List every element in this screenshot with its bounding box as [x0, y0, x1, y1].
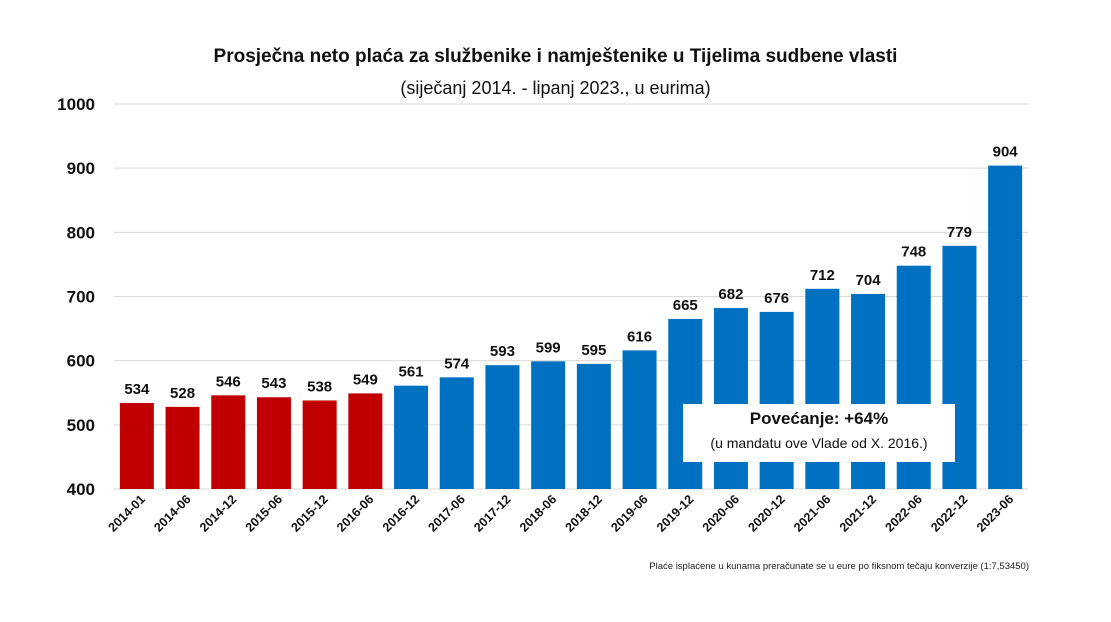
data-labels: 534 528 546 543 538 549 561 574 593 599 595 616 665 6… — [124, 144, 1018, 402]
x-tick-label: 2019-06 — [608, 492, 650, 534]
x-tick-label: 2014-01 — [106, 492, 148, 534]
data-label: 748 — [901, 244, 926, 261]
data-label: 593 — [490, 343, 515, 360]
data-label: 561 — [399, 364, 424, 381]
x-tick-label: 2015-06 — [243, 492, 285, 534]
data-label: 665 — [673, 297, 698, 314]
bar-2018-06 — [531, 361, 566, 489]
x-tick-label: 2016-12 — [380, 492, 422, 534]
chart-subtitle: (siječanj 2014. - lipanj 2023., u eurima… — [400, 78, 711, 98]
x-tick-label: 2017-12 — [471, 492, 513, 534]
bar-2018-12 — [576, 363, 611, 489]
y-tick-label: 900 — [67, 159, 95, 178]
bar-2014-06 — [165, 406, 200, 489]
x-axis-ticks: 2014-01 2014-06 2014-12 2015-06 2015-12 2016-… — [106, 492, 1017, 534]
callout-sub-text: (u mandatu ove Vlade od X. 2016.) — [710, 435, 928, 451]
y-tick-label: 500 — [67, 416, 95, 435]
chart-title: Prosječna neto plaća za službenike i nam… — [213, 46, 898, 67]
bar-2023-06 — [988, 165, 1023, 489]
data-label: 574 — [444, 355, 470, 372]
data-label: 682 — [718, 286, 743, 303]
x-tick-label: 2017-06 — [426, 492, 468, 534]
bar-2014-01 — [119, 403, 154, 489]
y-tick-label: 1000 — [57, 95, 95, 114]
footnote: Plaće isplaćene u kunama preračunate se … — [649, 561, 1029, 572]
y-tick-label: 800 — [67, 223, 95, 242]
x-tick-label: 2015-12 — [288, 492, 330, 534]
y-axis-ticks: 400 500 600 700 800 900 1000 — [57, 95, 95, 499]
data-label: 712 — [810, 267, 835, 284]
x-tick-label: 2023-06 — [974, 492, 1016, 534]
x-tick-label: 2018-06 — [517, 492, 559, 534]
callout-main-text: Povećanje: +64% — [749, 409, 889, 428]
x-tick-label: 2016-06 — [334, 492, 376, 534]
data-label: 549 — [353, 371, 378, 388]
data-label: 528 — [170, 385, 195, 402]
x-tick-label: 2022-06 — [883, 492, 925, 534]
bar-2015-06 — [256, 397, 291, 489]
x-tick-label: 2022-12 — [928, 492, 970, 534]
data-label: 599 — [536, 339, 561, 356]
bar-2016-06 — [348, 393, 383, 489]
bar-2017-12 — [485, 365, 520, 489]
increase-callout: Povećanje: +64% (u mandatu ove Vlade od … — [683, 404, 955, 462]
x-tick-label: 2021-12 — [837, 492, 879, 534]
bar-2016-12 — [394, 385, 429, 489]
x-tick-label: 2019-12 — [654, 492, 696, 534]
y-tick-label: 400 — [67, 480, 95, 499]
data-label: 543 — [261, 375, 286, 392]
data-label: 779 — [947, 224, 972, 241]
bar-2020-12 — [759, 311, 794, 489]
x-tick-label: 2018-12 — [563, 492, 605, 534]
data-label: 616 — [627, 328, 652, 345]
data-label: 538 — [307, 378, 332, 395]
x-tick-label: 2014-06 — [151, 492, 193, 534]
y-tick-label: 600 — [67, 352, 95, 371]
data-label: 546 — [216, 373, 241, 390]
data-label: 676 — [764, 290, 789, 307]
data-label: 595 — [581, 342, 606, 359]
bar-2019-06 — [622, 350, 657, 489]
bar-2014-12 — [211, 395, 246, 489]
data-label: 534 — [124, 381, 150, 398]
data-label: 704 — [856, 272, 882, 289]
data-label: 904 — [993, 144, 1019, 161]
y-tick-label: 700 — [67, 288, 95, 307]
x-tick-label: 2021-06 — [791, 492, 833, 534]
bar-2015-12 — [302, 400, 337, 489]
bar-2017-06 — [439, 377, 474, 489]
x-tick-label: 2020-06 — [700, 492, 742, 534]
x-tick-label: 2020-12 — [745, 492, 787, 534]
x-tick-label: 2014-12 — [197, 492, 239, 534]
